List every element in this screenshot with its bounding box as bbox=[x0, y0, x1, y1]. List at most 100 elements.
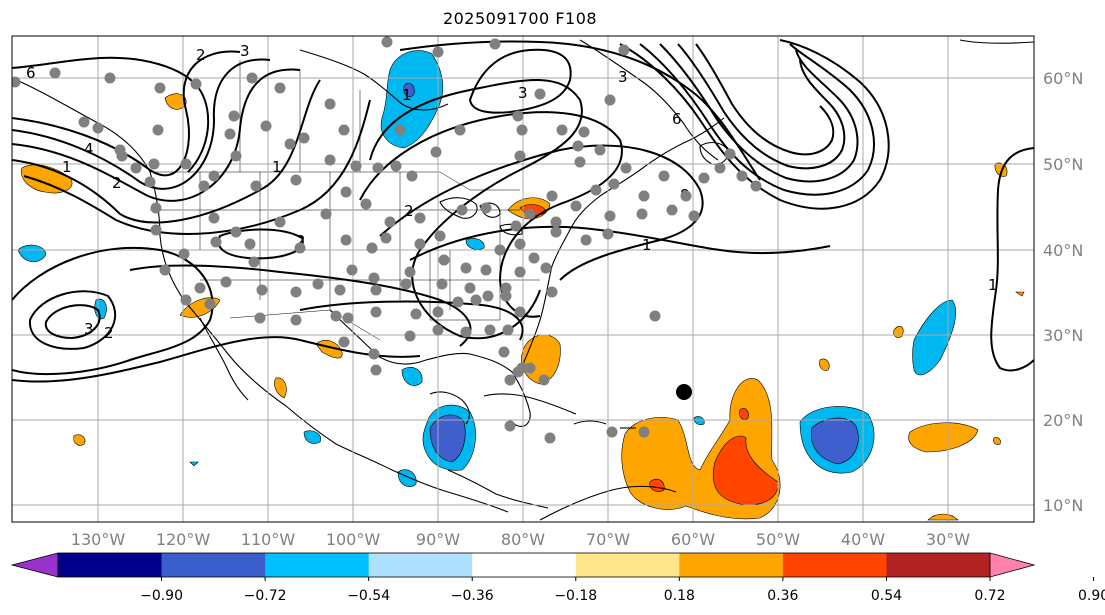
station-dot bbox=[159, 264, 171, 276]
station-dot bbox=[480, 264, 492, 276]
station-dot bbox=[580, 234, 592, 246]
negative-anomaly-region bbox=[693, 416, 705, 426]
station-dot bbox=[464, 282, 476, 294]
contour-line bbox=[409, 225, 831, 261]
strong-negative-core bbox=[810, 417, 859, 465]
station-dot bbox=[432, 306, 444, 318]
station-dot bbox=[380, 232, 392, 244]
station-dot bbox=[260, 120, 272, 132]
colorbar-tick-label: −0.54 bbox=[347, 588, 390, 604]
station-dot bbox=[92, 122, 104, 134]
station-dot bbox=[452, 296, 464, 308]
station-dot bbox=[360, 198, 372, 210]
contour-label: 1 bbox=[642, 236, 652, 254]
contour-line bbox=[639, 43, 875, 196]
station-dot bbox=[504, 420, 516, 432]
atlantic-coast bbox=[519, 117, 725, 373]
negative-anomaly-region bbox=[401, 367, 423, 386]
station-dot bbox=[230, 150, 242, 162]
latitude-label: 60°N bbox=[1043, 69, 1083, 88]
contour-line bbox=[12, 246, 214, 376]
longitude-label: 60°W bbox=[671, 530, 715, 549]
colorbar-tick-label: −0.18 bbox=[554, 588, 597, 604]
station-dot bbox=[338, 124, 350, 136]
station-dot bbox=[514, 238, 526, 250]
longitude-label: 70°W bbox=[586, 530, 630, 549]
station-dot bbox=[194, 282, 206, 294]
station-dot bbox=[294, 242, 306, 254]
contour-line bbox=[359, 111, 623, 318]
station-dot bbox=[372, 162, 384, 174]
station-dot bbox=[714, 162, 726, 174]
colorbar-segment bbox=[368, 553, 473, 577]
station-dot bbox=[502, 324, 514, 336]
station-dot bbox=[528, 252, 540, 264]
contour-line bbox=[695, 43, 835, 156]
station-dot bbox=[394, 124, 406, 136]
station-dot bbox=[350, 160, 362, 172]
graticule bbox=[12, 36, 1034, 522]
station-dot bbox=[370, 306, 382, 318]
contour-label: 6 bbox=[672, 110, 682, 128]
contour-line bbox=[369, 79, 583, 340]
station-dot bbox=[198, 180, 210, 192]
contour-line bbox=[468, 48, 572, 114]
colorbar-extend-low bbox=[10, 552, 59, 578]
colorbar-segment bbox=[575, 553, 680, 577]
station-dot bbox=[436, 278, 448, 290]
station-dot bbox=[454, 124, 466, 136]
strong-positive-core bbox=[649, 478, 665, 492]
station-dot bbox=[150, 202, 162, 214]
station-dot bbox=[460, 262, 472, 274]
station-dot bbox=[550, 226, 562, 238]
longitude-label: 100°W bbox=[326, 530, 381, 549]
station-dot bbox=[381, 36, 393, 48]
longitude-label: 80°W bbox=[501, 530, 545, 549]
station-dot bbox=[338, 336, 350, 348]
station-dot bbox=[340, 186, 352, 198]
cuba bbox=[483, 393, 577, 415]
station-dot bbox=[618, 44, 630, 56]
station-dot bbox=[649, 310, 661, 322]
station-dot bbox=[210, 236, 222, 248]
contour-label: 1 bbox=[402, 86, 412, 104]
station-dot bbox=[334, 284, 346, 296]
longitude-labels: 130°W 120°W 110°W 100°W 90°W 80°W 70°W 6… bbox=[71, 530, 970, 549]
station-dot bbox=[104, 72, 116, 84]
station-dot bbox=[482, 290, 494, 302]
station-dot bbox=[432, 46, 444, 58]
colorbar-tick-label: 0.72 bbox=[974, 588, 1005, 604]
station-dot bbox=[608, 178, 620, 190]
longitude-label: 40°W bbox=[841, 530, 885, 549]
station-dot bbox=[78, 116, 90, 128]
colorbar: −0.90 −0.72 −0.54 −0.36 −0.18 0.18 0.36 0.54 0.7… bbox=[10, 552, 1105, 604]
positive-anomaly-region bbox=[927, 513, 959, 521]
station-dot bbox=[500, 282, 512, 294]
station-dot bbox=[510, 220, 522, 232]
station-dot bbox=[514, 306, 526, 318]
station-dot bbox=[604, 210, 616, 222]
station-dot bbox=[370, 364, 382, 376]
contour-label: 3 bbox=[240, 42, 250, 60]
station-dot bbox=[688, 210, 700, 222]
station-dot bbox=[489, 38, 501, 50]
station-dot bbox=[114, 144, 126, 156]
positive-anomaly-region bbox=[73, 434, 86, 446]
station-dot bbox=[698, 172, 710, 184]
station-dot bbox=[190, 78, 202, 90]
station-dot bbox=[434, 230, 446, 242]
station-dot bbox=[390, 160, 402, 172]
station-markers bbox=[12, 36, 762, 444]
negative-anomaly-region bbox=[380, 50, 444, 149]
station-dot bbox=[230, 226, 242, 238]
latitude-labels: 60°N 50°N 40°N 30°N 20°N 10°N bbox=[1043, 69, 1083, 515]
station-dot bbox=[204, 298, 216, 310]
station-dot bbox=[254, 312, 266, 324]
hispaniola bbox=[573, 420, 607, 425]
station-dot bbox=[666, 204, 678, 216]
contour-line bbox=[23, 99, 371, 235]
station-dot bbox=[324, 98, 336, 110]
station-dot bbox=[152, 124, 164, 136]
contours bbox=[12, 39, 1034, 383]
latitude-label: 20°N bbox=[1043, 411, 1083, 430]
